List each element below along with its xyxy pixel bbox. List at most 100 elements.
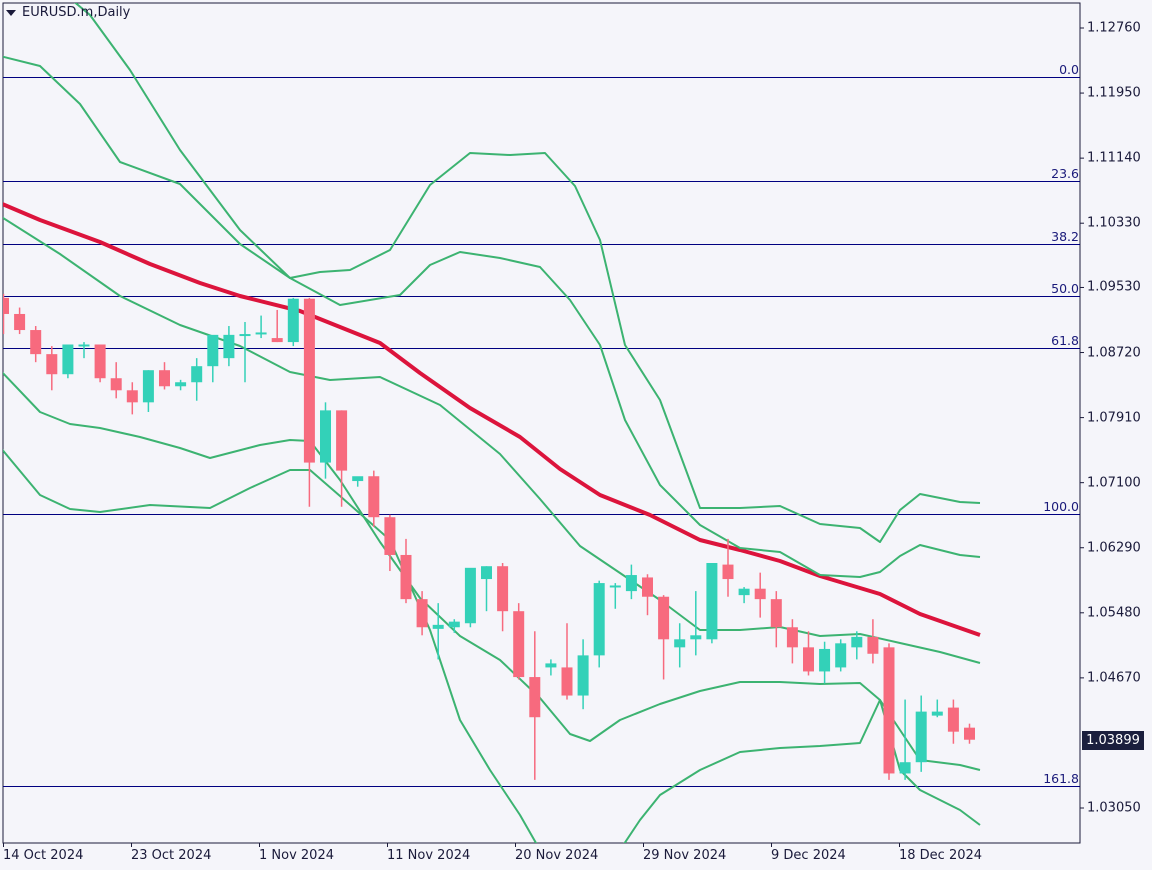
- bearish-candle[interactable]: [947, 707, 959, 732]
- bearish-candle[interactable]: [14, 313, 26, 331]
- fib-level-label: 161.8: [1043, 770, 1079, 786]
- bullish-candle[interactable]: [593, 583, 605, 656]
- bearish-candle[interactable]: [368, 476, 380, 518]
- price-tick-label: 1.11950: [1087, 85, 1141, 101]
- price-tick-label: 1.07100: [1087, 475, 1141, 491]
- price-tick-label: 1.12760: [1087, 20, 1141, 36]
- bearish-candle[interactable]: [513, 611, 525, 678]
- bullish-candle[interactable]: [899, 762, 911, 774]
- bearish-candle[interactable]: [400, 554, 412, 600]
- fib-level-label: 100.0: [1043, 498, 1079, 514]
- fib-level-label: 61.8: [1051, 332, 1079, 348]
- bearish-candle[interactable]: [803, 647, 814, 672]
- moving-average-line: [3, 202, 981, 637]
- fib-level-label: 38.2: [1051, 228, 1079, 244]
- bullish-candle[interactable]: [432, 624, 444, 629]
- bullish-candle[interactable]: [207, 334, 219, 367]
- time-tick-label: 18 Dec 2024: [899, 848, 983, 863]
- bullish-candle[interactable]: [674, 639, 686, 648]
- bearish-candle[interactable]: [754, 588, 766, 600]
- bollinger-band-line: [3, 449, 538, 843]
- bearish-candle[interactable]: [94, 344, 106, 379]
- bullish-candle[interactable]: [223, 334, 235, 359]
- bearish-candle[interactable]: [497, 566, 509, 612]
- bearish-candle[interactable]: [770, 599, 782, 628]
- bearish-candle[interactable]: [658, 596, 670, 640]
- bearish-candle[interactable]: [529, 677, 541, 718]
- bullish-candle[interactable]: [78, 344, 90, 347]
- bearish-candle[interactable]: [126, 390, 138, 403]
- bearish-candle[interactable]: [883, 647, 895, 774]
- fib-level-label: 0.0: [1059, 61, 1079, 77]
- bearish-candle[interactable]: [46, 354, 58, 375]
- bullish-candle[interactable]: [851, 636, 863, 648]
- bullish-candle[interactable]: [481, 566, 492, 580]
- bullish-candle[interactable]: [931, 711, 943, 716]
- bearish-candle[interactable]: [561, 667, 573, 696]
- fib-level-label: 23.6: [1051, 165, 1079, 181]
- bullish-candle[interactable]: [835, 643, 847, 668]
- bearish-candle[interactable]: [416, 599, 428, 628]
- bearish-candle[interactable]: [964, 727, 975, 740]
- bullish-candle[interactable]: [819, 648, 831, 672]
- bearish-candle[interactable]: [0, 297, 9, 314]
- plot-frame: [2, 2, 1081, 844]
- price-tick-label: 1.09530: [1087, 279, 1141, 295]
- bullish-candle[interactable]: [62, 344, 74, 375]
- price-tick-label: 1.10330: [1087, 215, 1141, 231]
- bearish-candle[interactable]: [336, 410, 348, 471]
- bullish-candle[interactable]: [706, 562, 718, 640]
- price-tick-label: 1.11140: [1087, 150, 1141, 166]
- bearish-candle[interactable]: [30, 330, 42, 355]
- price-tick-label: 1.03050: [1087, 800, 1141, 816]
- current-price-tag: 1.03899: [1082, 731, 1144, 750]
- bearish-candle[interactable]: [867, 636, 879, 654]
- time-tick-label: 29 Nov 2024: [643, 848, 727, 863]
- bearish-candle[interactable]: [642, 577, 653, 597]
- bollinger-band-line: [74, 3, 981, 578]
- bullish-candle[interactable]: [255, 332, 267, 335]
- bollinger-band-line: [3, 55, 981, 543]
- price-tick-label: 1.07910: [1087, 410, 1141, 426]
- bullish-candle[interactable]: [287, 298, 299, 343]
- bullish-candle[interactable]: [915, 711, 927, 763]
- bullish-candle[interactable]: [142, 370, 154, 403]
- bearish-candle[interactable]: [159, 370, 170, 387]
- time-tick-label: 14 Oct 2024: [3, 848, 84, 863]
- bullish-candle[interactable]: [448, 621, 460, 628]
- bullish-candle[interactable]: [738, 588, 750, 596]
- bearish-candle[interactable]: [271, 338, 283, 343]
- bullish-candle[interactable]: [464, 567, 476, 624]
- bullish-candle[interactable]: [320, 410, 331, 463]
- bearish-candle[interactable]: [786, 627, 798, 648]
- time-tick-label: 11 Nov 2024: [387, 848, 471, 863]
- price-tick-label: 1.06290: [1087, 540, 1141, 556]
- time-tick-label: 9 Dec 2024: [771, 848, 846, 863]
- bullish-candle[interactable]: [625, 575, 637, 592]
- bearish-candle[interactable]: [384, 517, 396, 555]
- bollinger-band-line: [623, 699, 981, 843]
- bollinger-band-line: [3, 371, 981, 771]
- triangle-down-icon[interactable]: [6, 9, 16, 16]
- chart-title[interactable]: EURUSD.m,Daily: [6, 5, 130, 20]
- bullish-candle[interactable]: [352, 476, 364, 482]
- time-tick-label: 23 Oct 2024: [131, 848, 212, 863]
- bullish-candle[interactable]: [239, 334, 251, 337]
- bullish-candle[interactable]: [175, 382, 187, 387]
- bullish-candle[interactable]: [545, 663, 557, 668]
- bullish-candle[interactable]: [577, 655, 589, 696]
- bearish-candle[interactable]: [303, 298, 315, 463]
- price-tick-label: 1.05480: [1087, 605, 1141, 621]
- bearish-candle[interactable]: [722, 564, 734, 580]
- bullish-candle[interactable]: [191, 366, 203, 383]
- price-tick-label: 1.04670: [1087, 670, 1141, 686]
- price-tick-label: 1.08720: [1087, 345, 1141, 361]
- fib-level-label: 50.0: [1051, 280, 1079, 296]
- symbol-timeframe-label: EURUSD.m,Daily: [22, 5, 131, 20]
- bearish-candle[interactable]: [110, 378, 122, 391]
- bullish-candle[interactable]: [609, 585, 621, 588]
- time-tick-label: 20 Nov 2024: [515, 848, 599, 863]
- bullish-candle[interactable]: [690, 635, 702, 640]
